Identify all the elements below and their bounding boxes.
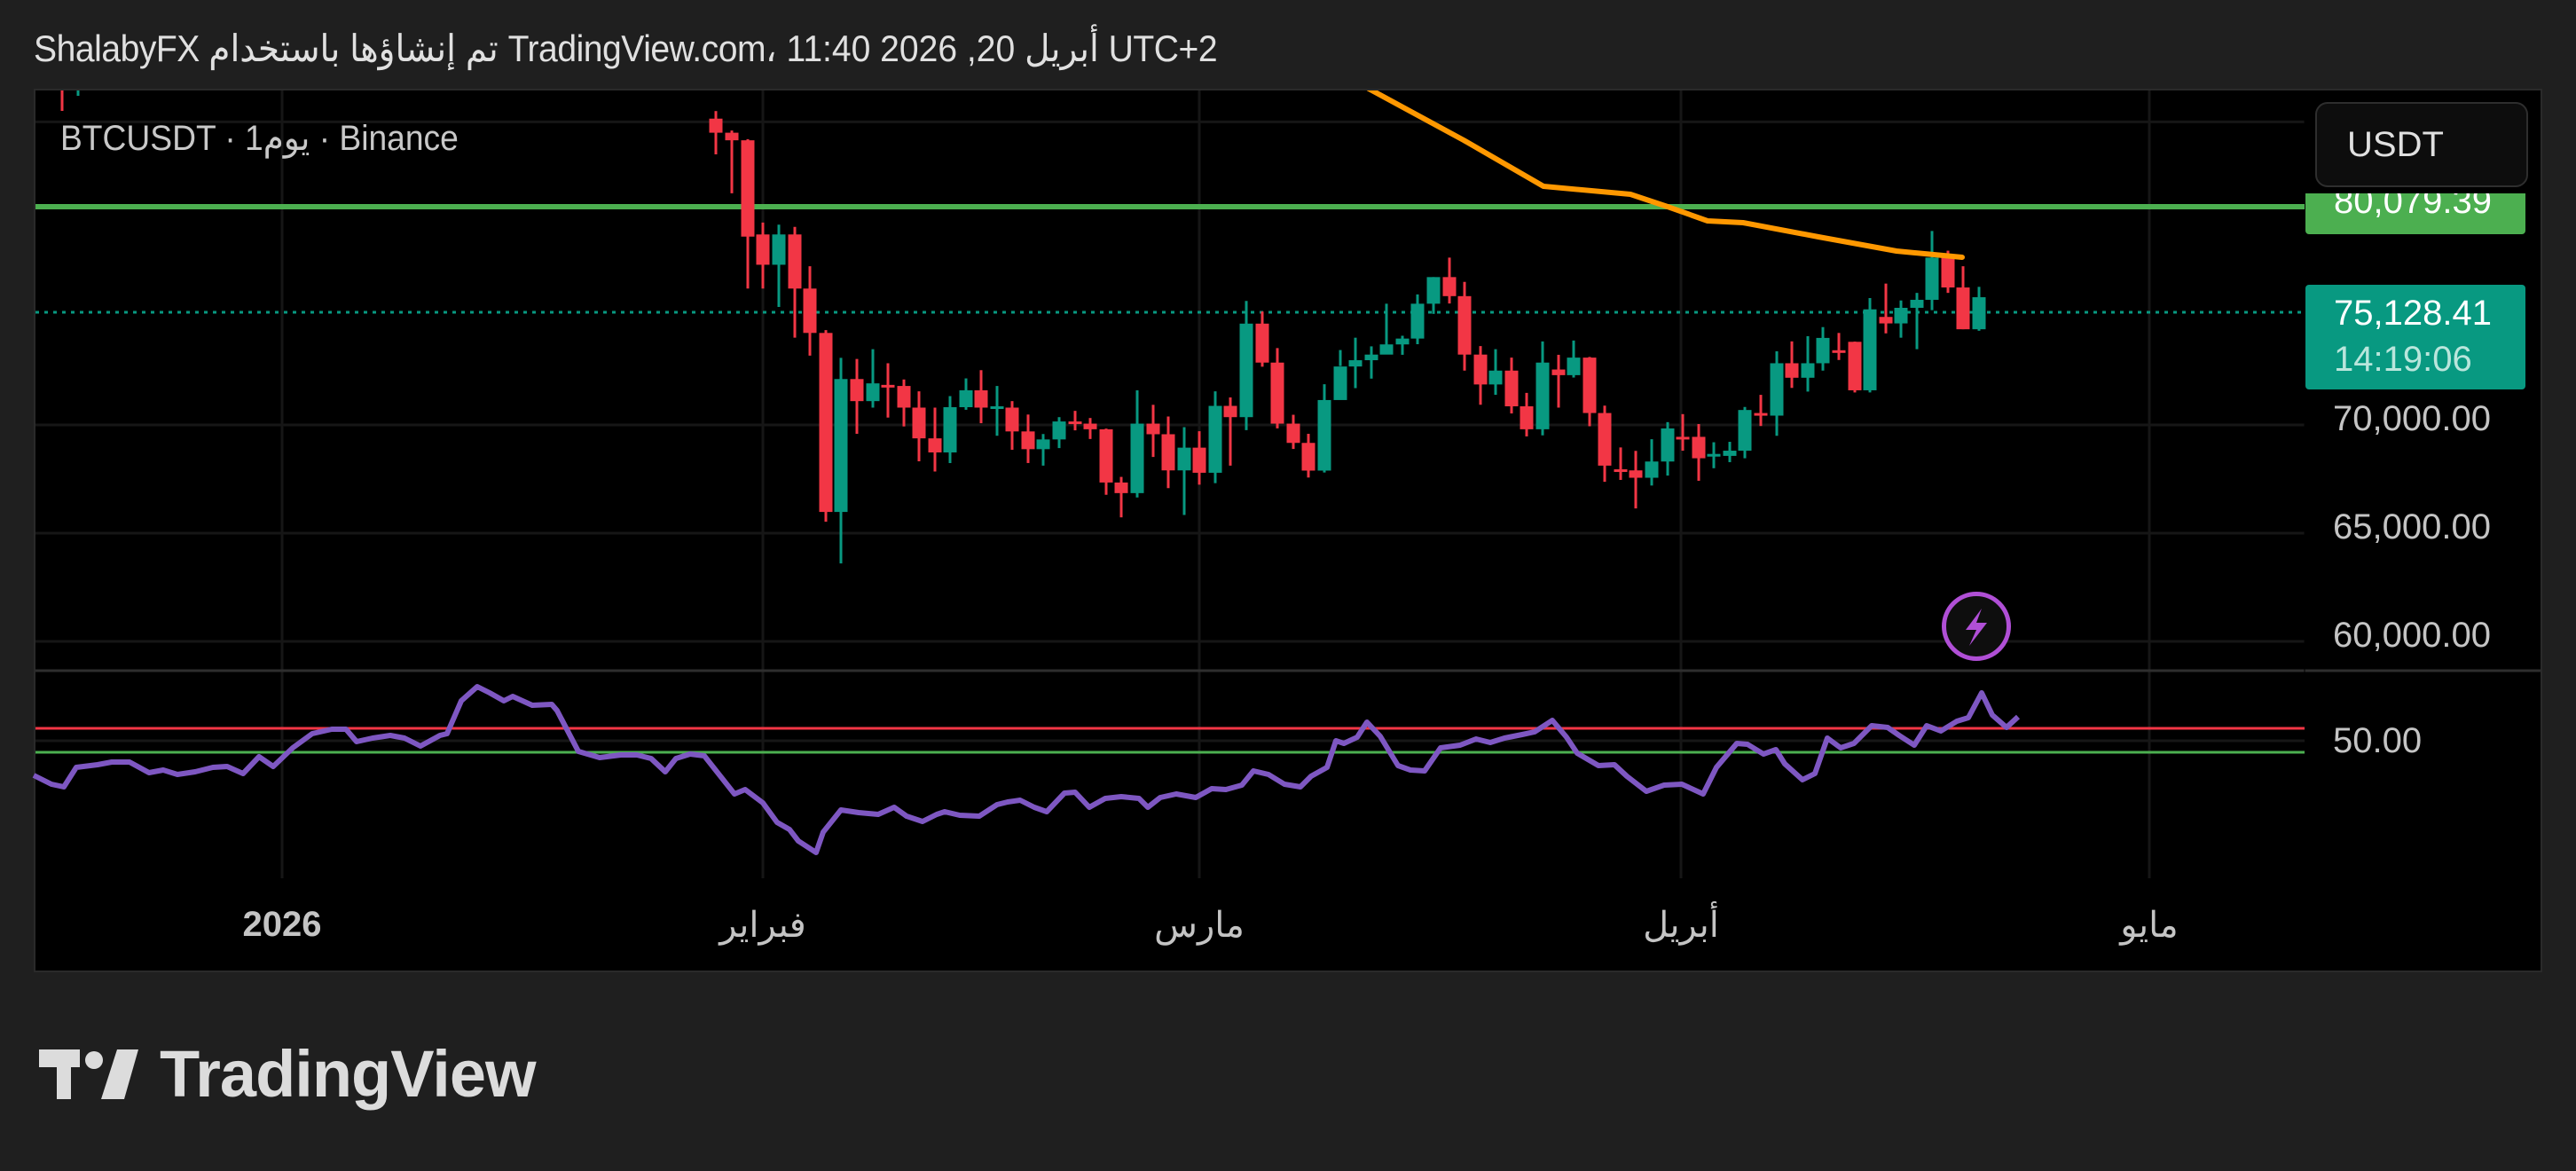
rsi-axis-label: 50.00	[2333, 721, 2423, 760]
chart-caption: ShalabyFX تم إنشاؤها باستخدام TradingVie…	[34, 28, 1218, 69]
currency-button[interactable]: USDT	[2315, 102, 2528, 187]
chart-frame[interactable]	[34, 89, 2542, 972]
tradingview-logo-icon	[39, 1049, 138, 1099]
bar-countdown-label: 14:19:06	[2334, 340, 2472, 379]
time-axis-label-march: مارس	[1154, 906, 1245, 945]
price-axis-label: 70,000.00	[2333, 399, 2491, 438]
time-axis-label-february: فبراير	[719, 906, 806, 945]
symbol-legend[interactable]: BTCUSDT · 1يوم · Binance	[60, 119, 459, 158]
time-axis-label-april: أبريل	[1643, 906, 1719, 945]
tradingview-logo: TradingView	[39, 1036, 537, 1112]
resistance-price-label: 80,079.39	[2334, 193, 2492, 221]
price-axis-label: 60,000.00	[2333, 616, 2491, 655]
resistance-price-tag: 80,079.39	[2305, 193, 2525, 234]
time-axis-label-2026: 2026	[242, 905, 322, 944]
last-price-tag: 75,128.41 14:19:06	[2305, 285, 2525, 389]
tradingview-logo-text: TradingView	[160, 1037, 537, 1111]
last-price-label: 75,128.41	[2334, 294, 2492, 333]
time-axis-label-may: مايو	[2120, 906, 2179, 945]
price-axis-label: 65,000.00	[2333, 507, 2491, 546]
lightning-icon[interactable]	[1942, 592, 2011, 661]
